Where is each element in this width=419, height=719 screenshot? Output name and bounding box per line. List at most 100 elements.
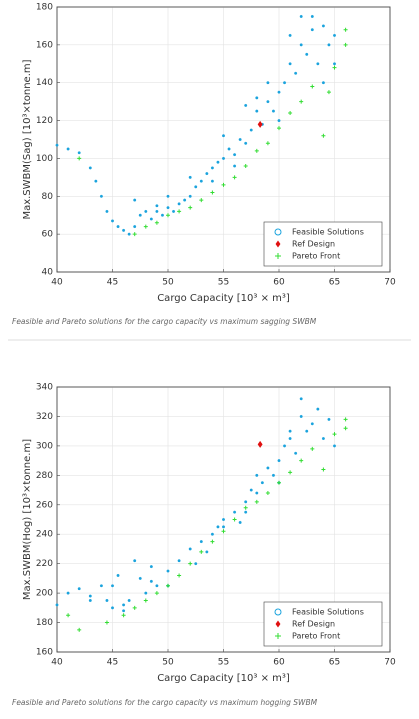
point [88,166,92,170]
point [188,561,193,566]
y-axis-label: Max.SWBM(Hog) [10³×tonne.m] [22,439,33,600]
point [333,33,336,37]
point [222,518,225,521]
point [66,147,70,151]
point [310,446,315,451]
point [133,225,137,229]
legend-marker [274,608,282,616]
y-tick-label: 160 [36,648,53,658]
point [194,185,198,189]
point [265,491,270,495]
point [272,109,275,113]
point [310,28,314,32]
x-tick-label: 45 [107,658,118,668]
point [177,202,181,206]
point [254,148,259,153]
point [216,160,220,164]
point [277,459,281,463]
point [249,488,253,492]
point [111,584,114,588]
point [233,164,237,168]
point [216,525,220,529]
point [333,444,336,448]
y-tick-label: 300 [36,441,53,451]
point [111,606,114,610]
point [154,591,159,596]
point [244,510,248,514]
point [299,43,303,47]
point [205,550,209,554]
point [233,153,237,157]
point [333,62,336,66]
point [210,166,214,170]
legend-marker [275,633,281,639]
point [143,598,148,603]
point [221,529,226,534]
point [132,232,137,237]
point [222,525,225,529]
point [77,151,81,155]
point [244,103,248,107]
x-tick-label: 50 [162,658,174,668]
point [233,510,237,514]
point [210,190,215,195]
point [172,209,175,213]
y-tick-label: 260 [36,500,53,510]
point [257,120,263,128]
plot-frame [56,386,391,653]
x-tick-label: 40 [51,658,63,668]
point [177,559,181,563]
point [66,613,71,618]
point [144,591,148,595]
point [121,613,126,618]
point [199,540,203,544]
point [305,52,309,56]
legend-box [263,221,383,267]
y-tick-label: 140 [36,78,53,88]
x-tick-label: 40 [51,278,63,288]
point [277,126,281,131]
point [188,547,192,551]
point [227,147,231,151]
x-tick-label: 60 [273,658,285,668]
point [66,591,70,595]
point [199,179,203,183]
point [88,594,92,598]
y-tick-label: 200 [36,589,53,599]
point [244,500,248,504]
point [327,417,331,421]
point [288,33,292,37]
point [249,128,253,132]
point [133,559,137,563]
point [343,27,348,32]
legend-marker [274,228,282,236]
point [343,426,348,431]
point [255,109,259,113]
point [310,15,314,18]
point [122,228,126,232]
point [283,444,286,448]
x-tick-label: 70 [384,658,396,668]
legend-label: Feasible Solutions [292,608,364,617]
y-tick-label: 320 [36,412,53,422]
point [149,217,153,221]
point [316,62,320,66]
point [143,224,148,229]
y-axis-label: Max.SWBM(Sag) [10³×tonne.m] [22,59,33,219]
legend-label: Feasible Solutions [292,228,364,237]
point [222,156,225,160]
x-tick-label: 50 [162,278,174,288]
point [183,198,187,202]
point [144,209,148,213]
x-axis-label: Cargo Capacity [10³ × m³] [157,293,290,304]
point [116,225,120,229]
x-tick-label: 60 [273,278,285,288]
point [254,499,259,504]
point [238,138,242,141]
point [99,584,103,588]
point [244,141,248,145]
point [77,156,82,161]
point [210,532,214,536]
point [104,620,109,625]
